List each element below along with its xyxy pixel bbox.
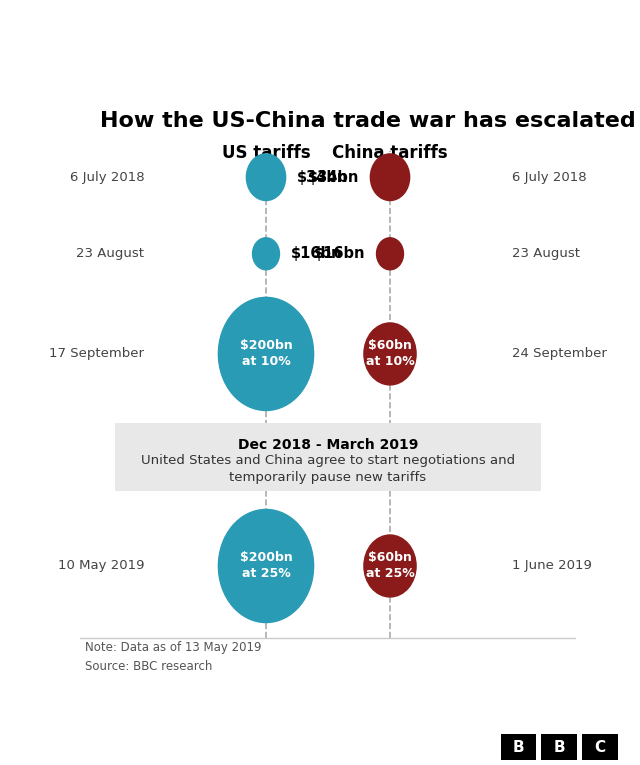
FancyBboxPatch shape bbox=[501, 734, 536, 760]
Text: 6 July 2018: 6 July 2018 bbox=[511, 171, 586, 184]
Text: 23 August: 23 August bbox=[77, 247, 145, 260]
Circle shape bbox=[218, 509, 314, 623]
Text: $34bn: $34bn bbox=[296, 170, 348, 184]
FancyBboxPatch shape bbox=[115, 423, 541, 491]
Circle shape bbox=[364, 535, 416, 597]
Text: B: B bbox=[513, 740, 524, 755]
Text: Note: Data as of 13 May 2019: Note: Data as of 13 May 2019 bbox=[85, 641, 262, 654]
Circle shape bbox=[376, 238, 403, 270]
Text: Source: BBC research: Source: BBC research bbox=[85, 660, 212, 673]
Text: $200bn
at 25%: $200bn at 25% bbox=[239, 552, 292, 581]
Text: C: C bbox=[594, 740, 605, 755]
Text: United States and China agree to start negotiations and
temporarily pause new ta: United States and China agree to start n… bbox=[141, 454, 515, 484]
FancyBboxPatch shape bbox=[582, 734, 618, 760]
Circle shape bbox=[371, 154, 410, 200]
Text: 24 September: 24 September bbox=[511, 347, 606, 360]
Circle shape bbox=[246, 154, 285, 200]
Text: $16bn: $16bn bbox=[291, 246, 342, 262]
Text: US tariffs: US tariffs bbox=[221, 144, 310, 161]
Text: $200bn
at 10%: $200bn at 10% bbox=[239, 340, 292, 369]
Text: 17 September: 17 September bbox=[49, 347, 145, 360]
Text: $34bn: $34bn bbox=[308, 170, 360, 184]
Text: B: B bbox=[554, 740, 565, 755]
Circle shape bbox=[218, 298, 314, 411]
Text: China tariffs: China tariffs bbox=[332, 144, 448, 161]
Text: $60bn
at 25%: $60bn at 25% bbox=[365, 552, 414, 581]
Circle shape bbox=[253, 238, 280, 270]
FancyBboxPatch shape bbox=[541, 734, 577, 760]
Text: 1 June 2019: 1 June 2019 bbox=[511, 559, 591, 572]
Text: 10 May 2019: 10 May 2019 bbox=[58, 559, 145, 572]
Text: $16bn: $16bn bbox=[314, 246, 365, 262]
Text: Dec 2018 - March 2019: Dec 2018 - March 2019 bbox=[238, 438, 418, 452]
Text: 6 July 2018: 6 July 2018 bbox=[70, 171, 145, 184]
Text: How the US-China trade war has escalated: How the US-China trade war has escalated bbox=[100, 111, 636, 131]
Text: $60bn
at 10%: $60bn at 10% bbox=[365, 340, 414, 369]
Text: 23 August: 23 August bbox=[511, 247, 580, 260]
Circle shape bbox=[364, 323, 416, 385]
